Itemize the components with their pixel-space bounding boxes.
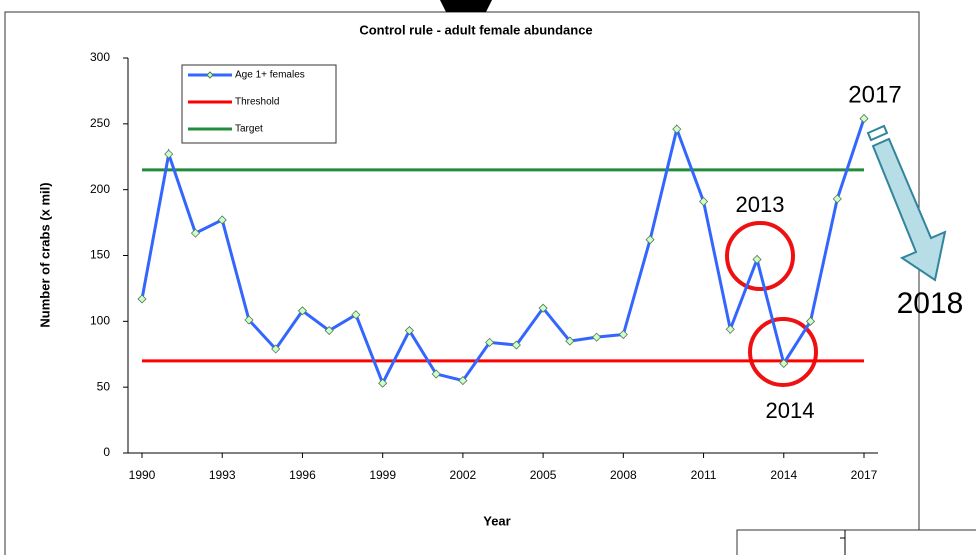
y-tick-label: 0 bbox=[103, 445, 110, 459]
marker bbox=[698, 196, 709, 207]
marker bbox=[805, 316, 816, 326]
marker bbox=[538, 303, 548, 313]
arrow-tail bbox=[866, 124, 889, 142]
legend-marker bbox=[206, 71, 214, 79]
x-tick-label: 2002 bbox=[450, 468, 477, 482]
marker bbox=[351, 310, 361, 320]
marker bbox=[779, 358, 789, 369]
legend-label: Target bbox=[235, 124, 263, 135]
x-tick-label: 2017 bbox=[851, 468, 878, 482]
y-tick-label: 300 bbox=[90, 50, 110, 64]
series-line bbox=[140, 118, 866, 387]
marker bbox=[859, 114, 869, 124]
x-tick-label: 1996 bbox=[289, 468, 316, 482]
annotation: 2018 bbox=[897, 287, 964, 320]
arrow bbox=[871, 137, 947, 282]
x-tick-label: 1990 bbox=[129, 468, 156, 482]
inset-frame bbox=[736, 529, 976, 555]
marker bbox=[244, 315, 254, 325]
x-axis-label: Year bbox=[483, 513, 510, 528]
x-tick-label: 2005 bbox=[530, 468, 557, 482]
x-tick-label: 1993 bbox=[209, 468, 236, 482]
marker bbox=[485, 337, 495, 347]
x-tick-label: 2011 bbox=[691, 468, 717, 482]
marker bbox=[832, 194, 842, 204]
y-tick-label: 100 bbox=[90, 314, 110, 328]
marker bbox=[217, 215, 227, 225]
cropped-fragment bbox=[440, 0, 492, 12]
marker bbox=[297, 306, 308, 316]
highlight-circle bbox=[748, 317, 818, 387]
y-tick-label: 150 bbox=[90, 248, 110, 262]
marker bbox=[618, 329, 628, 340]
x-tick-label: 2014 bbox=[770, 468, 797, 482]
marker bbox=[458, 376, 468, 386]
annotation: 2014 bbox=[766, 398, 815, 423]
y-tick-label: 50 bbox=[97, 379, 111, 393]
legend-label: Age 1+ females bbox=[235, 70, 305, 81]
marker bbox=[645, 235, 655, 245]
marker bbox=[164, 149, 174, 159]
highlight-circle bbox=[725, 221, 795, 291]
marker bbox=[672, 124, 682, 134]
marker bbox=[592, 332, 602, 342]
annotation: 2017 bbox=[848, 81, 901, 108]
marker bbox=[404, 325, 414, 336]
chart-title: Control rule - adult female abundance bbox=[359, 22, 592, 37]
marker bbox=[431, 369, 441, 379]
y-tick-label: 200 bbox=[90, 182, 110, 196]
y-axis-label: Number of crabs (x mil) bbox=[37, 182, 52, 327]
marker bbox=[271, 344, 281, 354]
marker bbox=[565, 336, 575, 346]
annotation: 2013 bbox=[736, 192, 785, 217]
marker bbox=[137, 294, 147, 304]
chart-frame bbox=[4, 11, 920, 555]
marker bbox=[190, 228, 201, 238]
marker bbox=[378, 378, 388, 388]
x-tick-label: 2008 bbox=[610, 468, 637, 482]
marker bbox=[752, 254, 762, 265]
marker bbox=[324, 325, 334, 336]
legend-label: Threshold bbox=[235, 97, 279, 108]
marker bbox=[725, 324, 735, 334]
x-tick-label: 1999 bbox=[369, 468, 396, 482]
y-tick-label: 250 bbox=[90, 116, 110, 130]
marker bbox=[511, 340, 521, 350]
